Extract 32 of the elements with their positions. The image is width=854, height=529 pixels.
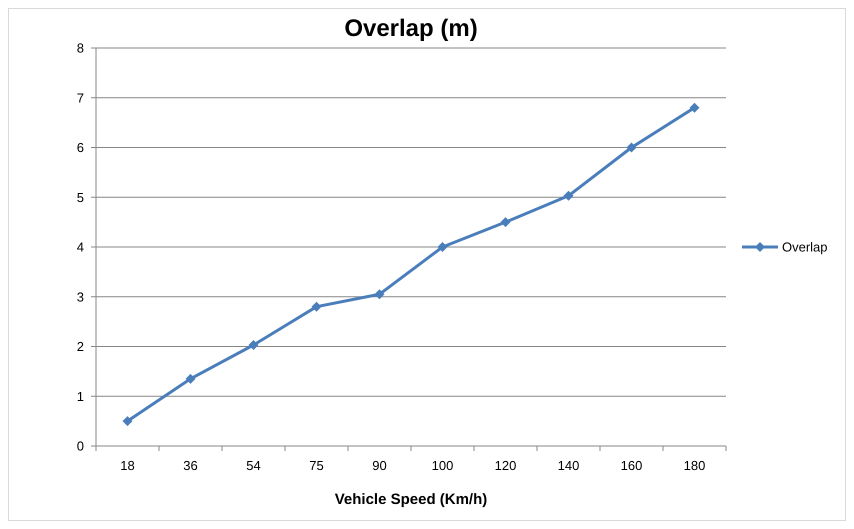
x-tick-label: 36 [183,458,198,473]
x-tick-label: 140 [558,458,580,473]
x-tick-label: 100 [432,458,454,473]
chart-title: Overlap (m) [344,15,478,42]
y-tick-label: 5 [76,190,84,205]
point [186,374,196,384]
x-tick-label: 90 [372,458,387,473]
legend-label: Overlap [782,240,828,255]
point [500,217,510,228]
y-tick-label: 3 [76,289,84,304]
point [626,142,636,152]
x-tick-label: 160 [620,458,642,473]
y-tick-label: 1 [76,388,84,404]
point [564,190,574,201]
x-tick-label: 75 [309,458,324,473]
point [312,302,322,312]
y-tick-label: 4 [76,240,84,255]
y-tick-label: 2 [76,339,84,354]
x-tick-label: 180 [684,458,706,473]
x-tick-label: 54 [246,458,261,473]
x-tick-label: 120 [494,458,516,473]
point [438,242,448,252]
point [690,102,700,113]
y-tick-label: 0 [76,438,84,454]
x-axis-title: Vehicle Speed (Km/h) [334,491,488,508]
x-tick-label: 18 [120,458,135,473]
y-tick-label: 6 [76,140,84,156]
y-tick-label: 8 [76,40,84,56]
y-tick-label: 7 [76,90,84,106]
point [374,289,384,300]
point [122,416,132,426]
point [248,340,258,350]
